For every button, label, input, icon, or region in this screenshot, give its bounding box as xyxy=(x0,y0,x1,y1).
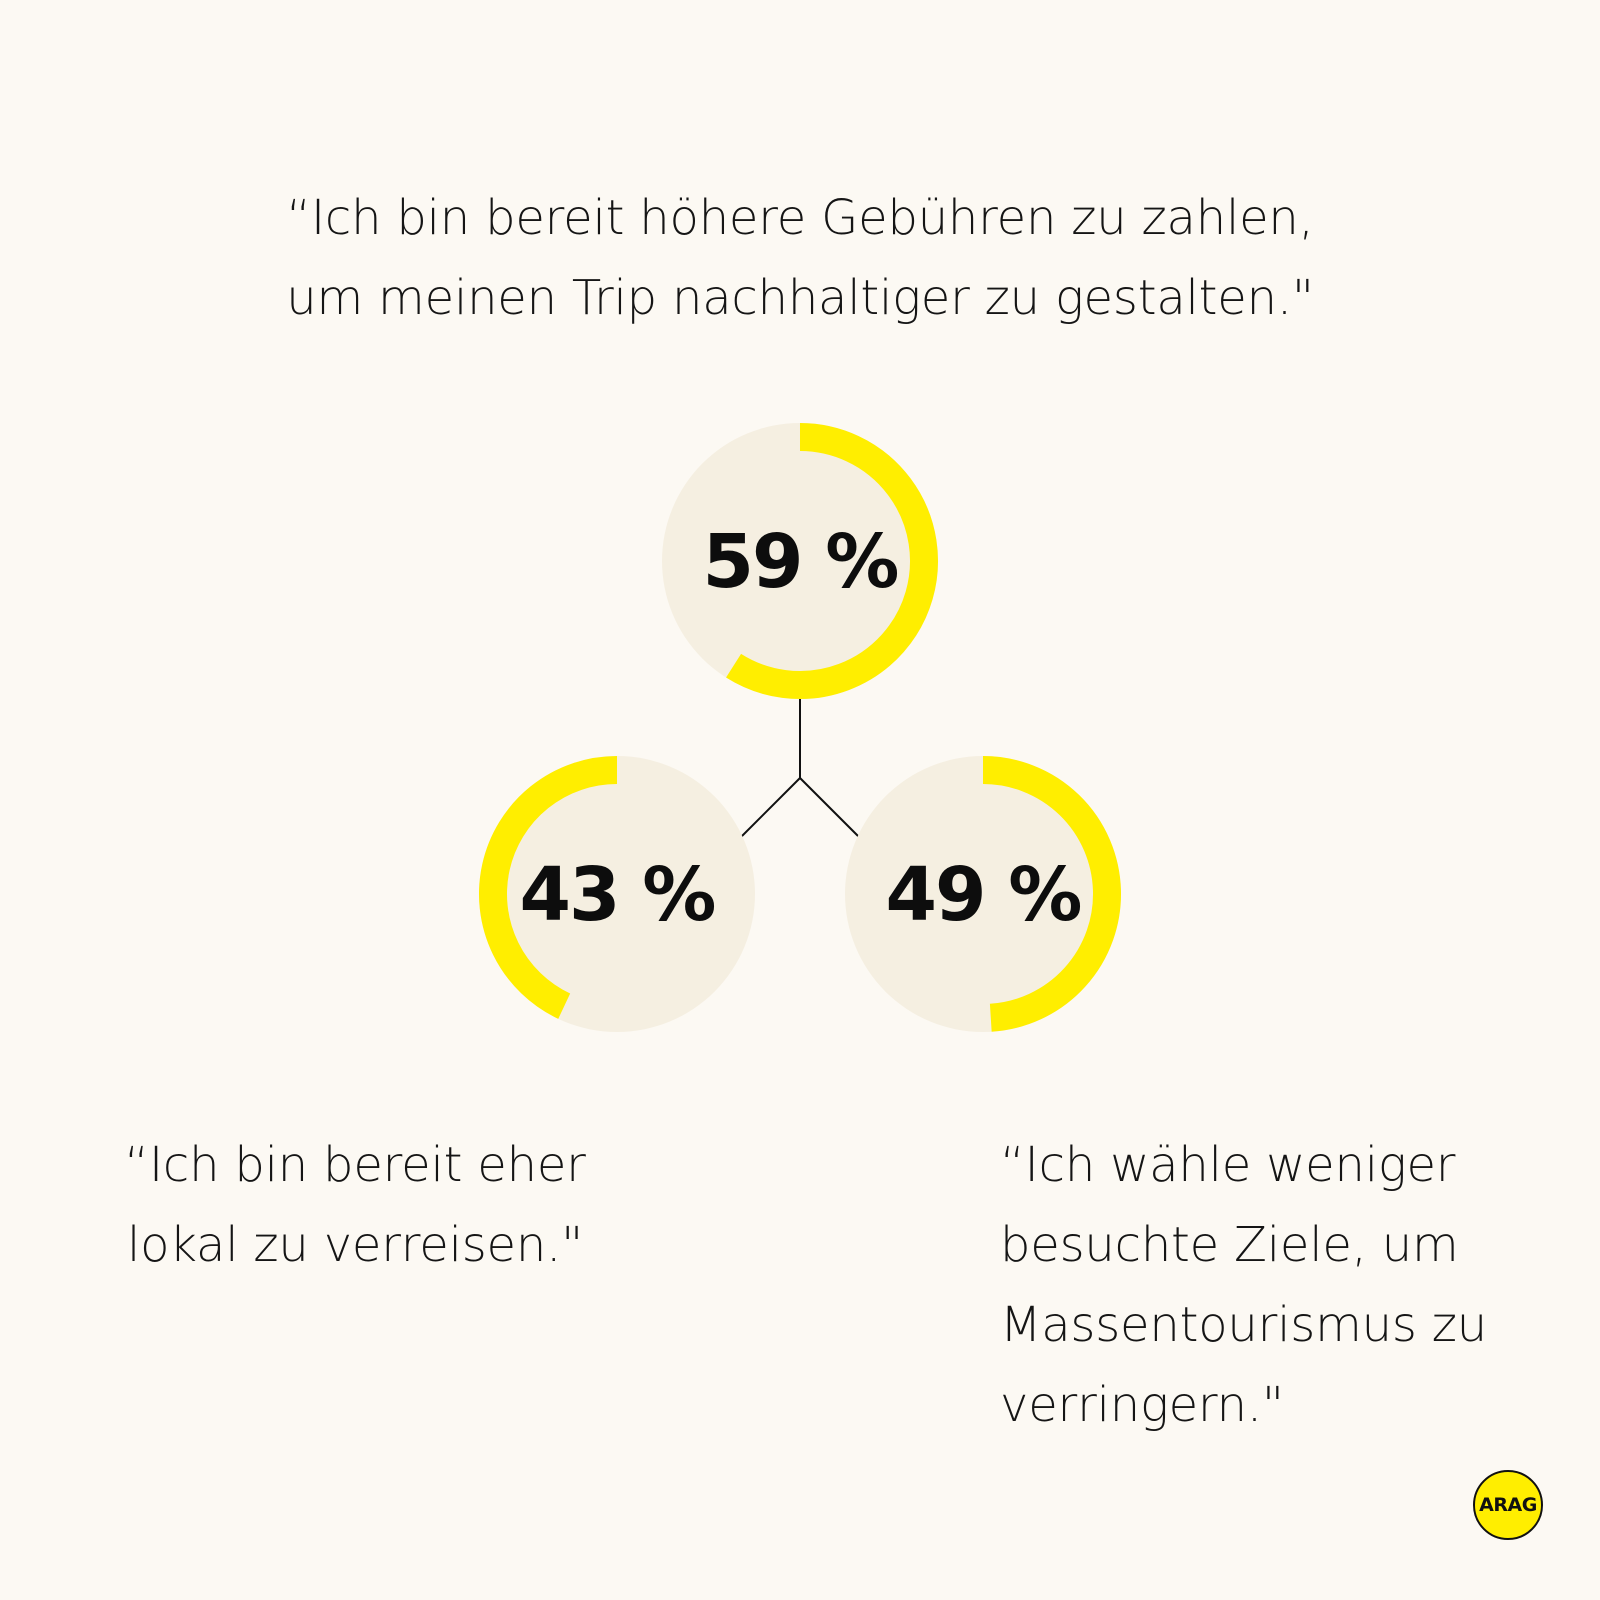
donut-background-left xyxy=(479,756,755,1032)
connector-lines xyxy=(736,690,864,842)
quote-right-line-3: Massentourismus zu xyxy=(1000,1297,1487,1353)
donut-right: 49 % xyxy=(845,756,1122,1032)
donut-label-right: 49 % xyxy=(886,852,1081,938)
quote-left-line-1: “Ich bin bereit eher xyxy=(124,1137,586,1193)
quote-top-line-2: um meinen Trip nachhaltiger zu gestalten… xyxy=(286,270,1314,326)
donut-top: 59 % xyxy=(662,423,938,699)
donut-left: 43 % xyxy=(479,756,755,1032)
quote-left-line-2: lokal zu verreisen." xyxy=(126,1217,584,1273)
quote-right-line-4: verringern." xyxy=(1000,1377,1284,1433)
donut-arc-top xyxy=(726,423,938,699)
quote-right: “Ich wähle weniger besuchte Ziele, um Ma… xyxy=(1000,1125,1560,1445)
connector-branch-right xyxy=(799,777,864,842)
donut-background-right xyxy=(845,756,1121,1032)
quote-right-line-2: besuchte Ziele, um xyxy=(1000,1217,1459,1273)
arag-logo-icon: ARAG xyxy=(1473,1470,1543,1540)
quote-top-line-1: “Ich bin bereit höhere Gebühren zu zahle… xyxy=(286,190,1314,246)
donut-label-top: 59 % xyxy=(703,519,898,605)
donut-arc-left xyxy=(479,756,618,1019)
donut-arc-right xyxy=(982,756,1122,1032)
connector-branch-left xyxy=(736,777,801,842)
quote-left: “Ich bin bereit eher lokal zu verreisen.… xyxy=(110,1125,600,1285)
quote-top: “Ich bin bereit höhere Gebühren zu zahle… xyxy=(0,178,1600,338)
donut-background-top xyxy=(662,423,938,699)
donut-label-left: 43 % xyxy=(520,852,715,938)
logo-text: ARAG xyxy=(1479,1494,1537,1516)
quote-right-line-1: “Ich wähle weniger xyxy=(1000,1137,1456,1193)
